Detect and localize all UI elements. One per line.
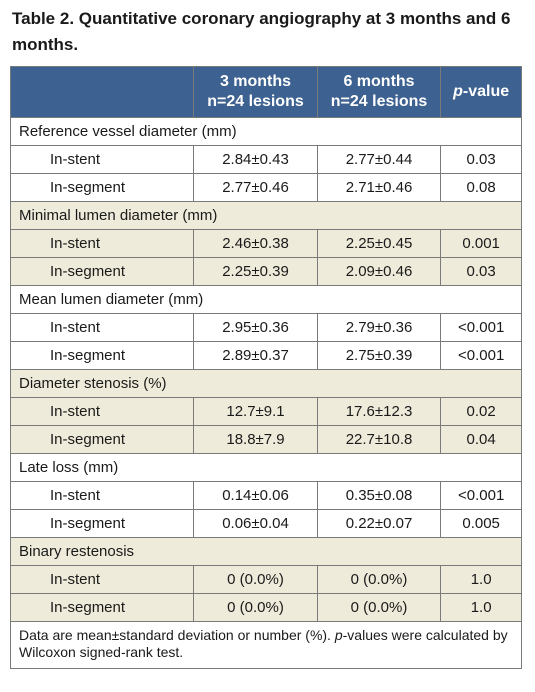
header-3-months-line1: 3 months (219, 73, 292, 90)
cell-p-value: 0.08 (440, 173, 522, 202)
table-footnote: Data are mean±standard deviation or numb… (10, 621, 522, 669)
cell-p-value: 0.02 (440, 397, 522, 426)
row-label: In-segment (9, 341, 195, 370)
cell-6-months: 2.77±0.44 (316, 145, 442, 174)
section-header-row: Mean lumen diameter (mm) (10, 285, 522, 314)
cell-3-months: 0.14±0.06 (193, 481, 318, 510)
row-label: In-segment (9, 425, 195, 454)
cell-3-months: 2.84±0.43 (193, 145, 318, 174)
table-row: In-stent 2.95±0.36 2.79±0.36 <0.001 (9, 313, 522, 342)
cell-3-months: 2.46±0.38 (193, 229, 318, 258)
section-title: Binary restenosis (10, 537, 522, 566)
cell-6-months: 0 (0.0%) (316, 593, 442, 622)
cell-6-months: 2.79±0.36 (316, 313, 442, 342)
row-label: In-stent (9, 229, 195, 258)
footnote-part2: -values were calculated by Wilcoxon sign… (19, 627, 508, 660)
section-header-row: Binary restenosis (10, 537, 522, 566)
cell-3-months: 0 (0.0%) (193, 593, 318, 622)
cell-p-value: 0.03 (440, 145, 522, 174)
cell-p-value: <0.001 (440, 341, 522, 370)
cell-p-value: 0.04 (440, 425, 522, 454)
row-label: In-stent (9, 397, 195, 426)
section-title: Mean lumen diameter (mm) (10, 285, 522, 314)
cell-6-months: 2.71±0.46 (316, 173, 442, 202)
row-label: In-segment (9, 509, 195, 538)
section-header-row: Minimal lumen diameter (mm) (10, 201, 522, 230)
table-row: In-segment 18.8±7.9 22.7±10.8 0.04 (9, 425, 522, 454)
table-row: In-stent 0.14±0.06 0.35±0.08 <0.001 (9, 481, 522, 510)
table-row: In-stent 2.46±0.38 2.25±0.45 0.001 (9, 229, 522, 258)
header-blank-cell (9, 66, 195, 118)
row-label: In-stent (9, 481, 195, 510)
cell-3-months: 2.95±0.36 (193, 313, 318, 342)
table-row: In-stent 12.7±9.1 17.6±12.3 0.02 (9, 397, 522, 426)
row-label: In-segment (9, 257, 195, 286)
cell-p-value: 0.03 (440, 257, 522, 286)
row-label: In-segment (9, 593, 195, 622)
table-row: In-stent 0 (0.0%) 0 (0.0%) 1.0 (9, 565, 522, 594)
cell-6-months: 22.7±10.8 (316, 425, 442, 454)
section-header-row: Late loss (mm) (10, 453, 522, 482)
header-3-months: 3 months n=24 lesions (193, 66, 318, 118)
table-header-row: 3 months n=24 lesions 6 months n=24 lesi… (9, 66, 522, 118)
table-footnote-row: Data are mean±standard deviation or numb… (10, 621, 522, 669)
section-header-row: Diameter stenosis (%) (10, 369, 522, 398)
header-p-italic: p (453, 83, 463, 100)
row-label: In-stent (9, 565, 195, 594)
cell-6-months: 0.35±0.08 (316, 481, 442, 510)
header-6-months-line1: 6 months (343, 73, 415, 90)
cell-6-months: 17.6±12.3 (316, 397, 442, 426)
table-row: In-segment 0.06±0.04 0.22±0.07 0.005 (9, 509, 522, 538)
footnote-part1: Data are mean±standard deviation or numb… (19, 627, 335, 643)
qca-table: 3 months n=24 lesions 6 months n=24 lesi… (9, 66, 522, 669)
table-row: In-segment 2.77±0.46 2.71±0.46 0.08 (9, 173, 522, 202)
cell-p-value: 1.0 (440, 565, 522, 594)
cell-6-months: 0.22±0.07 (316, 509, 442, 538)
cell-3-months: 2.89±0.37 (193, 341, 318, 370)
cell-p-value: 1.0 (440, 593, 522, 622)
row-label: In-segment (9, 173, 195, 202)
table-caption: Table 2. Quantitative coronary angiograp… (12, 9, 511, 54)
cell-6-months: 2.75±0.39 (316, 341, 442, 370)
cell-p-value: <0.001 (440, 313, 522, 342)
section-title: Reference vessel diameter (mm) (10, 117, 522, 146)
header-6-months: 6 months n=24 lesions (316, 66, 442, 118)
section-header-row: Reference vessel diameter (mm) (10, 117, 522, 146)
section-title: Minimal lumen diameter (mm) (10, 201, 522, 230)
section-title: Late loss (mm) (10, 453, 522, 482)
cell-3-months: 0 (0.0%) (193, 565, 318, 594)
row-label: In-stent (9, 313, 195, 342)
table-row: In-segment 2.25±0.39 2.09±0.46 0.03 (9, 257, 522, 286)
header-p-value: p-value (440, 66, 522, 118)
cell-3-months: 0.06±0.04 (193, 509, 318, 538)
cell-3-months: 2.77±0.46 (193, 173, 318, 202)
cell-3-months: 18.8±7.9 (193, 425, 318, 454)
cell-6-months: 0 (0.0%) (316, 565, 442, 594)
table-row: In-stent 2.84±0.43 2.77±0.44 0.03 (9, 145, 522, 174)
cell-p-value: <0.001 (440, 481, 522, 510)
table-row: In-segment 2.89±0.37 2.75±0.39 <0.001 (9, 341, 522, 370)
cell-p-value: 0.005 (440, 509, 522, 538)
header-3-months-line2: n=24 lesions (207, 93, 304, 110)
cell-p-value: 0.001 (440, 229, 522, 258)
cell-3-months: 2.25±0.39 (193, 257, 318, 286)
row-label: In-stent (9, 145, 195, 174)
section-title: Diameter stenosis (%) (10, 369, 522, 398)
table-row: In-segment 0 (0.0%) 0 (0.0%) 1.0 (9, 593, 522, 622)
header-p-rest: -value (462, 83, 510, 100)
cell-3-months: 12.7±9.1 (193, 397, 318, 426)
footnote-p-italic: p (334, 627, 343, 643)
cell-6-months: 2.09±0.46 (316, 257, 442, 286)
table-body: Reference vessel diameter (mm) In-stent 2.… (9, 117, 522, 622)
header-6-months-line2: n=24 lesions (330, 93, 428, 110)
cell-6-months: 2.25±0.45 (316, 229, 442, 258)
